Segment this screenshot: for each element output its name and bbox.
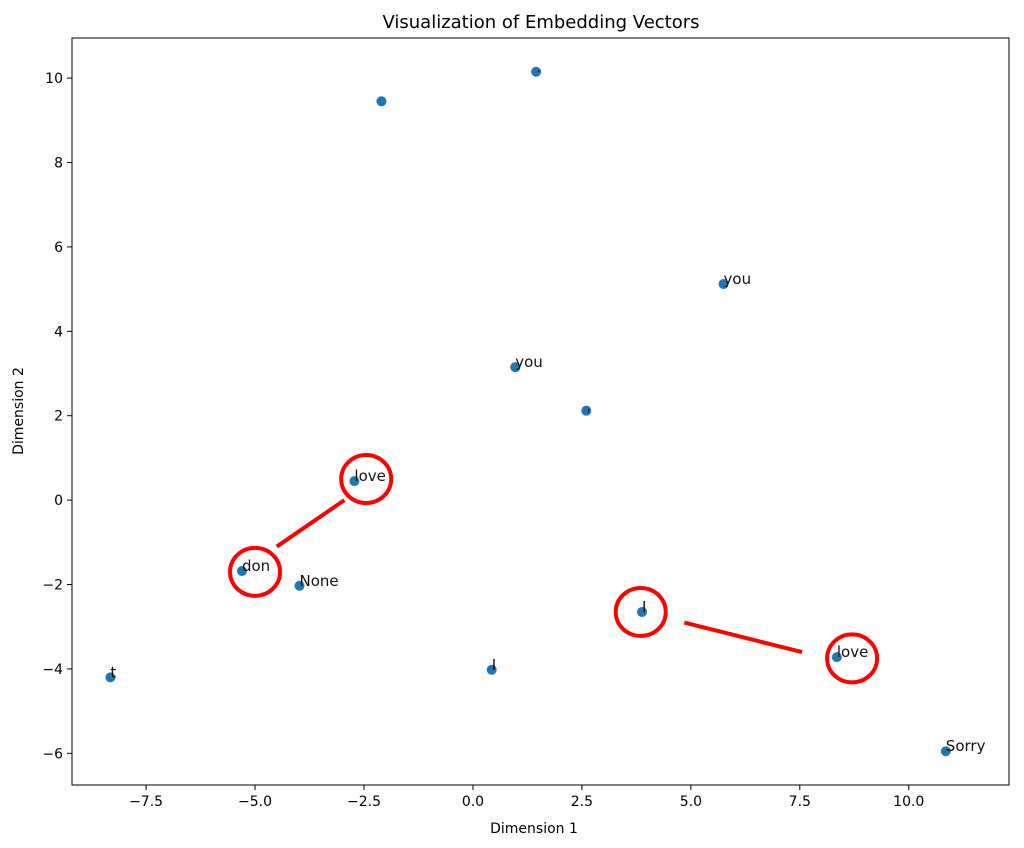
- plot-area: [71, 37, 1010, 786]
- data-point: [531, 66, 542, 77]
- red-annotations: [228, 453, 880, 685]
- x-axis-label: Dimension 1: [490, 821, 578, 837]
- y-tick-label: 0: [54, 493, 63, 509]
- x-tick-label: −7.5: [129, 794, 163, 810]
- y-tick-label: −2: [42, 578, 63, 594]
- data-point: [349, 476, 360, 487]
- data-point: [294, 580, 305, 591]
- point-label: I: [492, 656, 496, 674]
- x-tick-label: 7.5: [789, 794, 811, 810]
- point-label: love: [837, 643, 868, 661]
- x-tick-label: 2.5: [571, 794, 593, 810]
- data-point: [940, 746, 951, 757]
- data-point: [637, 606, 648, 617]
- y-tick-label: 8: [54, 156, 63, 172]
- point-label: love: [354, 467, 385, 485]
- point-label: don: [242, 557, 270, 575]
- data-point: [376, 96, 387, 107]
- y-axis-label: Dimension 2: [11, 367, 27, 455]
- x-tick-label: 10.0: [893, 794, 924, 810]
- x-axis-ticks: −7.5 −5.0 −2.5 0.0 2.5 5.0 7.5 10.0: [129, 785, 924, 810]
- point-label: you: [724, 270, 752, 288]
- x-tick-label: −2.5: [347, 794, 381, 810]
- data-point: [105, 672, 116, 683]
- annotation-line: [275, 498, 346, 549]
- data-point: [486, 664, 497, 675]
- data-point: [236, 566, 247, 577]
- y-tick-label: 4: [54, 324, 63, 340]
- y-tick-label: 6: [54, 240, 63, 256]
- point-label: you: [515, 353, 543, 371]
- annotation-circle: [613, 585, 668, 638]
- point-label: .: [536, 58, 541, 76]
- data-point: [510, 362, 521, 373]
- y-tick-label: −4: [42, 662, 63, 678]
- y-tick-label: 2: [54, 409, 63, 425]
- data-point: [581, 405, 592, 416]
- x-tick-label: 5.0: [680, 794, 702, 810]
- annotation-circle: [825, 632, 880, 685]
- y-tick-label: 10: [45, 71, 63, 87]
- y-axis-ticks: −6 −4 −2 0 2 4 6 8 10: [42, 71, 72, 762]
- point-label: ,: [586, 397, 591, 415]
- data-point: [718, 279, 729, 290]
- point-label: I: [642, 598, 646, 616]
- annotation-circle: [339, 453, 394, 506]
- point-label: None: [299, 572, 338, 590]
- x-tick-label: 0.0: [462, 794, 484, 810]
- x-tick-label: −5.0: [238, 794, 272, 810]
- annotation-line: [683, 620, 803, 654]
- chart-title: Visualization of Embedding Vectors: [382, 12, 699, 33]
- data-point: [831, 652, 842, 663]
- annotation-circle: [228, 545, 283, 598]
- point-label: Sorry: [946, 737, 986, 755]
- point-label: t: [110, 663, 116, 681]
- y-tick-label: −6: [42, 746, 63, 762]
